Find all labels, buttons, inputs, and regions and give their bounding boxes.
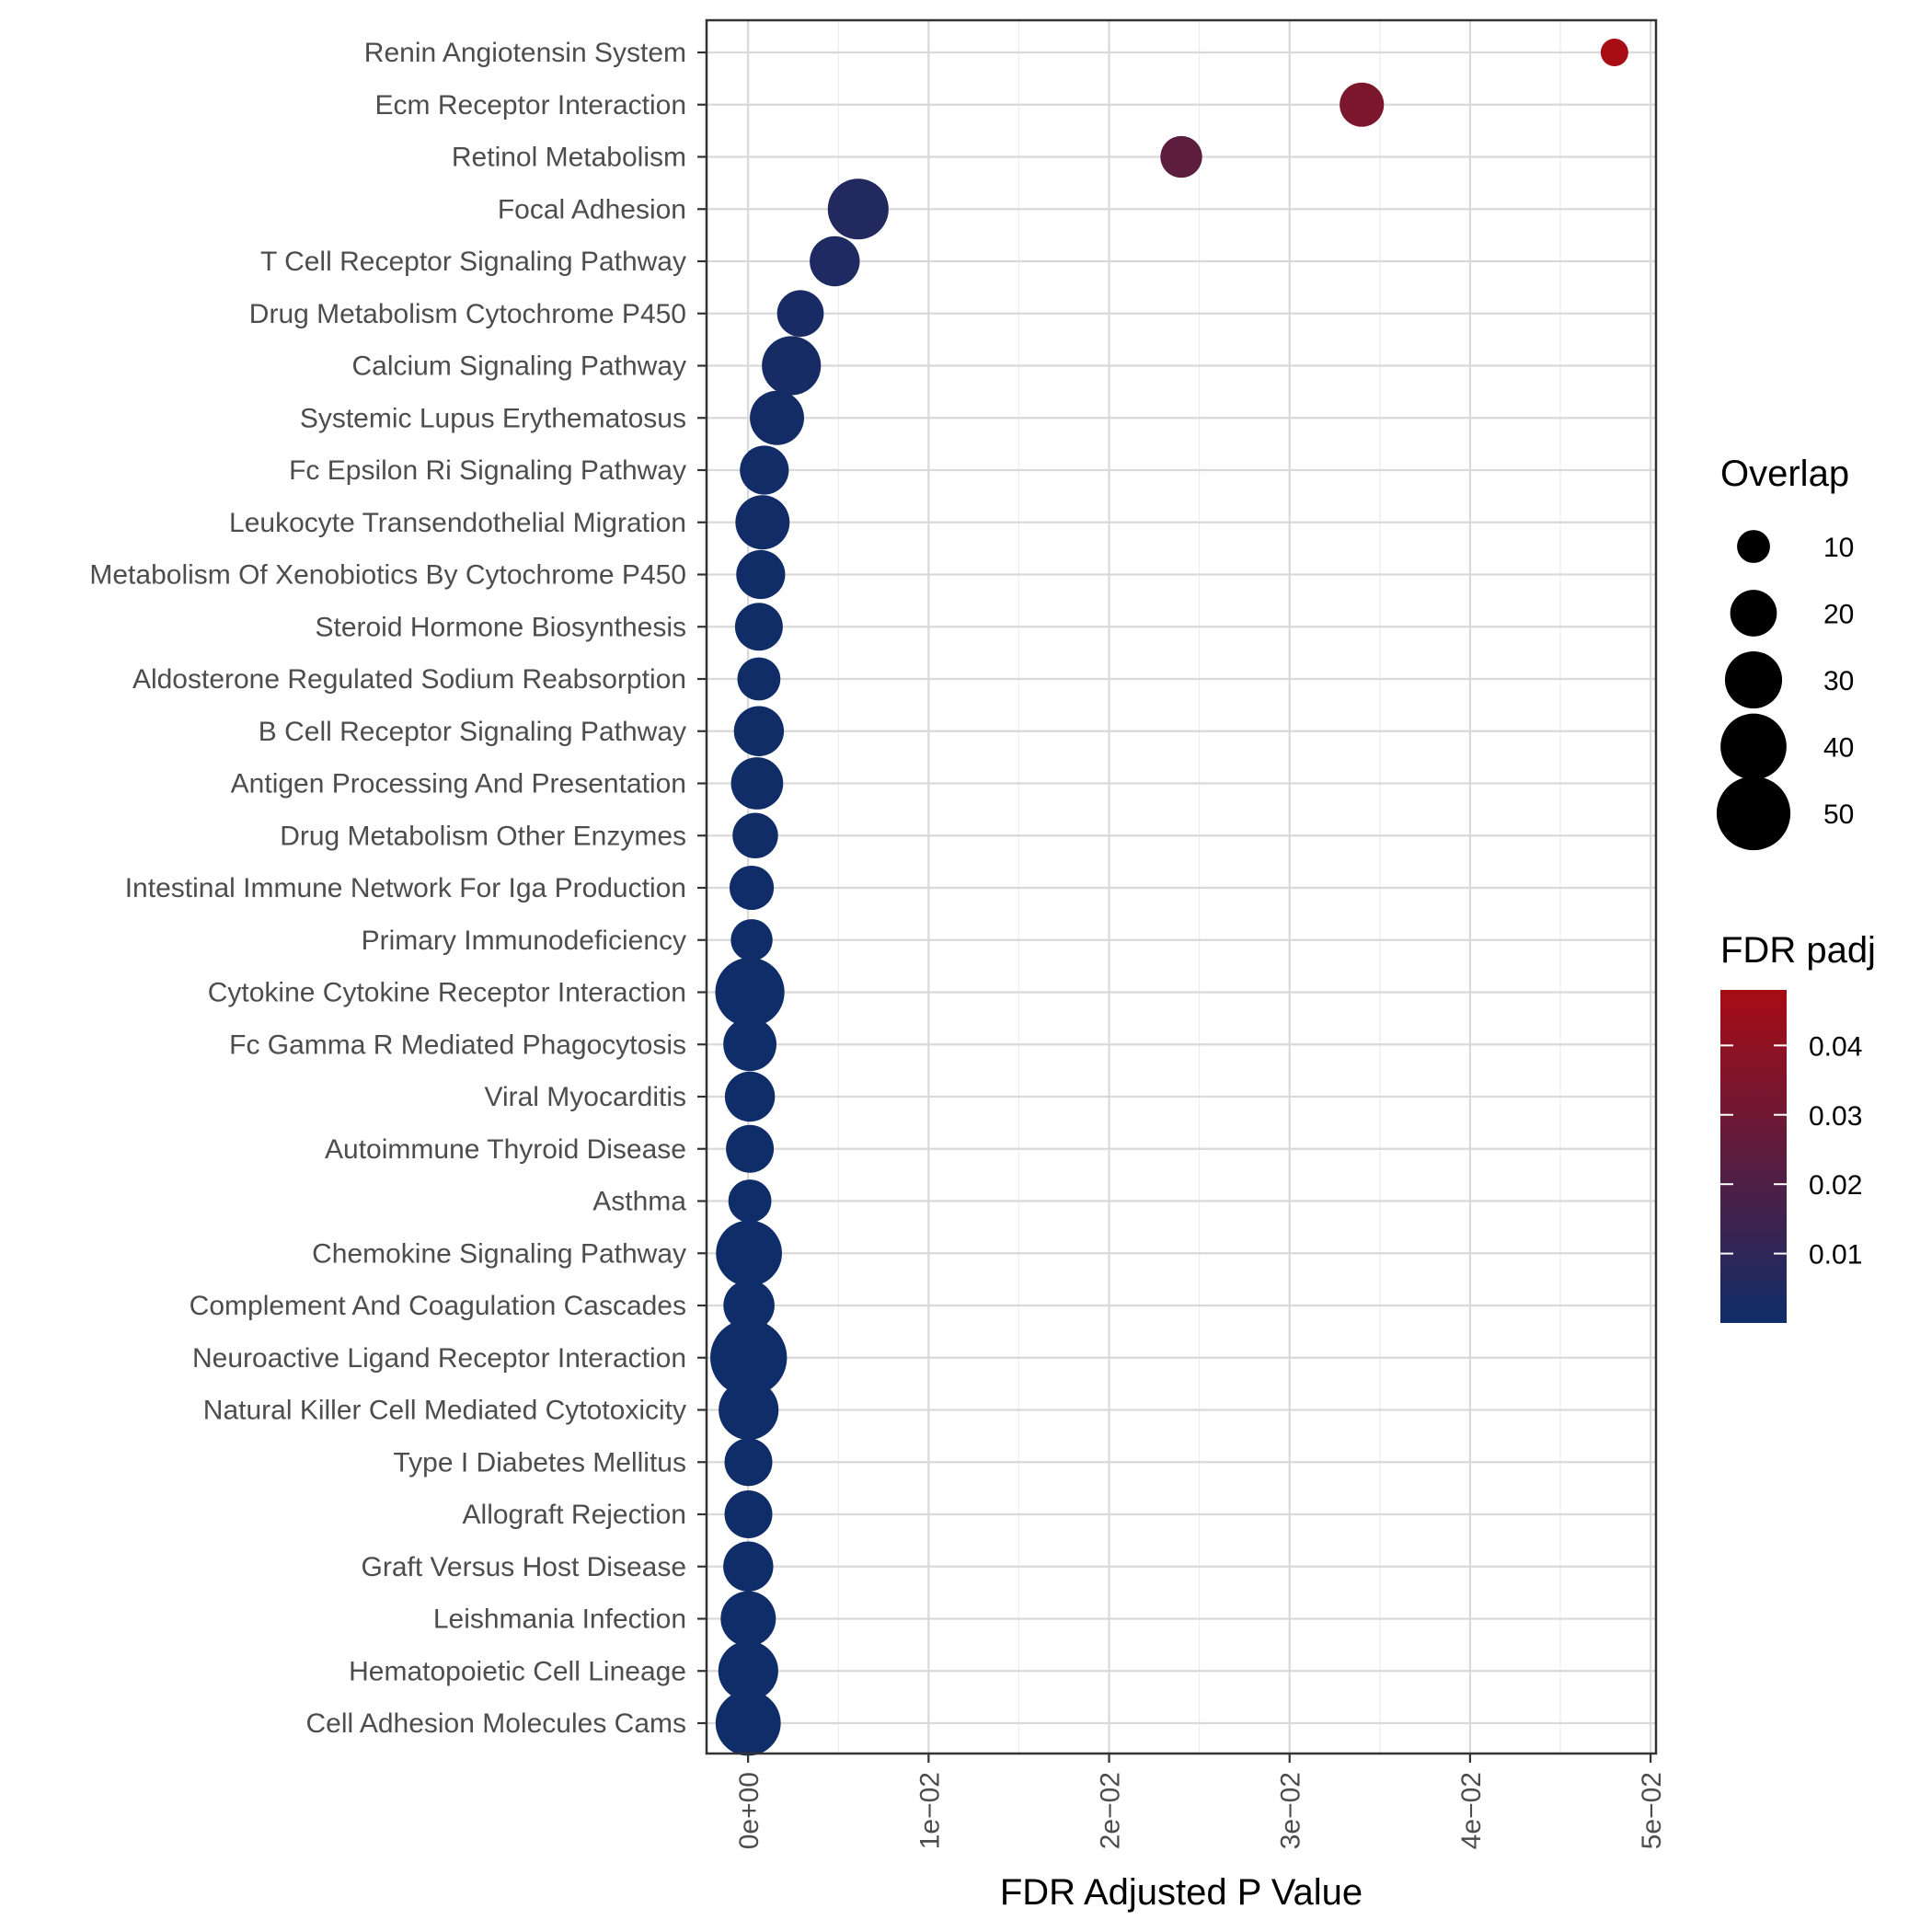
- colorbar: [1720, 990, 1787, 1323]
- y-tick-label: Systemic Lupus Erythematosus: [300, 403, 686, 433]
- data-point: [740, 445, 789, 495]
- y-tick-label: Autoimmune Thyroid Disease: [325, 1134, 686, 1165]
- data-point: [735, 495, 790, 550]
- y-tick-label: Renin Angiotensin System: [364, 38, 686, 68]
- data-point: [732, 812, 778, 858]
- y-tick-label: Retinol Metabolism: [452, 143, 686, 173]
- data-point: [719, 1379, 779, 1441]
- data-point: [723, 1541, 774, 1592]
- y-tick-label: Drug Metabolism Other Enzymes: [280, 821, 686, 851]
- data-point: [750, 390, 804, 445]
- y-tick-label: T Cell Receptor Signaling Pathway: [260, 247, 686, 277]
- x-tick-label: 2e−02: [1096, 1772, 1126, 1849]
- x-tick-label: 1e−02: [914, 1772, 945, 1849]
- x-axis: 0e+00 1e−02 2e−02 3e−02 4e−02 5e−02: [734, 1754, 1667, 1849]
- size-legend-label: 40: [1823, 733, 1854, 764]
- data-point: [723, 1280, 775, 1331]
- size-legend-key: [1720, 713, 1787, 780]
- data-point: [715, 1690, 781, 1756]
- color-legend-title: FDR padj: [1720, 930, 1876, 971]
- data-point: [810, 236, 860, 287]
- data-point: [762, 336, 822, 396]
- y-tick-label: Allograft Rejection: [463, 1500, 686, 1530]
- size-legend-label: 50: [1823, 799, 1854, 830]
- y-tick-label: Hematopoietic Cell Lineage: [349, 1656, 686, 1686]
- size-legend-key: [1716, 776, 1791, 851]
- colorbar-label: 0.01: [1809, 1240, 1862, 1271]
- data-point: [729, 865, 775, 911]
- data-point: [710, 1319, 788, 1397]
- size-legend: Overlap 10 20 30 40 50: [1716, 454, 1854, 851]
- size-legend-key: [1737, 530, 1770, 563]
- y-tick-label: Natural Killer Cell Mediated Cytotoxicit…: [203, 1396, 686, 1426]
- data-point: [724, 1490, 773, 1538]
- y-tick-label: Ecm Receptor Interaction: [375, 90, 686, 121]
- y-tick-label: Metabolism Of Xenobiotics By Cytochrome …: [89, 560, 686, 591]
- y-axis: Renin Angiotensin System Ecm Receptor Int…: [89, 38, 707, 1739]
- y-tick-label: Focal Adhesion: [498, 194, 686, 224]
- data-points: [710, 39, 1628, 1756]
- x-tick-label: 0e+00: [734, 1772, 765, 1849]
- data-point: [724, 1071, 776, 1122]
- y-tick-label: Asthma: [592, 1187, 686, 1217]
- data-point: [728, 1179, 772, 1223]
- y-tick-label: Primary Immunodeficiency: [362, 926, 686, 956]
- data-point: [724, 1438, 773, 1487]
- y-tick-label: Cell Adhesion Molecules Cams: [305, 1708, 686, 1739]
- y-tick-label: Type I Diabetes Mellitus: [394, 1447, 686, 1478]
- size-legend-label: 30: [1823, 666, 1854, 696]
- data-point: [715, 957, 785, 1028]
- y-tick-label: Aldosterone Regulated Sodium Reabsorptio…: [132, 664, 686, 695]
- y-tick-label: Fc Epsilon Ri Signaling Pathway: [289, 455, 686, 486]
- data-point: [730, 757, 784, 810]
- y-tick-label: Neuroactive Ligand Receptor Interaction: [192, 1343, 686, 1374]
- y-tick-label: Chemokine Signaling Pathway: [312, 1238, 686, 1269]
- x-axis-title: FDR Adjusted P Value: [1000, 1872, 1363, 1913]
- colorbar-label: 0.02: [1809, 1170, 1862, 1201]
- size-legend-key: [1724, 650, 1783, 709]
- y-tick-label: Steroid Hormone Biosynthesis: [315, 612, 686, 642]
- size-legend-label: 10: [1823, 533, 1854, 563]
- data-point: [1340, 82, 1385, 127]
- data-point: [733, 706, 785, 756]
- y-tick-label: Intestinal Immune Network For Iga Produc…: [125, 873, 686, 903]
- data-point: [827, 178, 889, 240]
- y-tick-label: Leukocyte Transendothelial Migration: [229, 508, 686, 538]
- y-tick-label: Fc Gamma R Mediated Phagocytosis: [229, 1029, 686, 1060]
- data-point: [720, 1591, 776, 1647]
- x-tick-label: 3e−02: [1276, 1772, 1306, 1849]
- data-point: [718, 1640, 778, 1701]
- y-tick-label: Calcium Signaling Pathway: [351, 351, 686, 382]
- data-point: [1600, 39, 1628, 66]
- data-point: [723, 1018, 776, 1072]
- data-point: [736, 549, 786, 600]
- size-legend-key: [1730, 590, 1777, 637]
- x-tick-label: 5e−02: [1637, 1772, 1667, 1849]
- data-point: [730, 919, 773, 961]
- y-tick-label: Leishmania Infection: [433, 1604, 686, 1635]
- data-point: [776, 290, 824, 338]
- y-tick-label: Graft Versus Host Disease: [362, 1552, 686, 1582]
- y-tick-label: Antigen Processing And Presentation: [231, 769, 686, 799]
- y-tick-label: B Cell Receptor Signaling Pathway: [259, 717, 686, 747]
- data-point: [734, 603, 783, 651]
- y-tick-label: Cytokine Cytokine Receptor Interaction: [208, 978, 686, 1008]
- size-legend-title: Overlap: [1720, 454, 1849, 494]
- colorbar-label: 0.03: [1809, 1101, 1862, 1132]
- data-point: [737, 657, 781, 701]
- data-point: [726, 1124, 775, 1173]
- x-tick-label: 4e−02: [1456, 1772, 1487, 1849]
- data-point: [716, 1220, 782, 1287]
- data-point: [1160, 135, 1202, 178]
- y-tick-label: Viral Myocarditis: [484, 1082, 686, 1112]
- color-legend: FDR padj 0.04 0.03 0.02 0.01: [1720, 930, 1876, 1323]
- size-legend-label: 20: [1823, 600, 1854, 630]
- y-tick-label: Complement And Coagulation Cascades: [190, 1291, 686, 1321]
- y-tick-label: Drug Metabolism Cytochrome P450: [249, 299, 686, 329]
- colorbar-label: 0.04: [1809, 1031, 1862, 1062]
